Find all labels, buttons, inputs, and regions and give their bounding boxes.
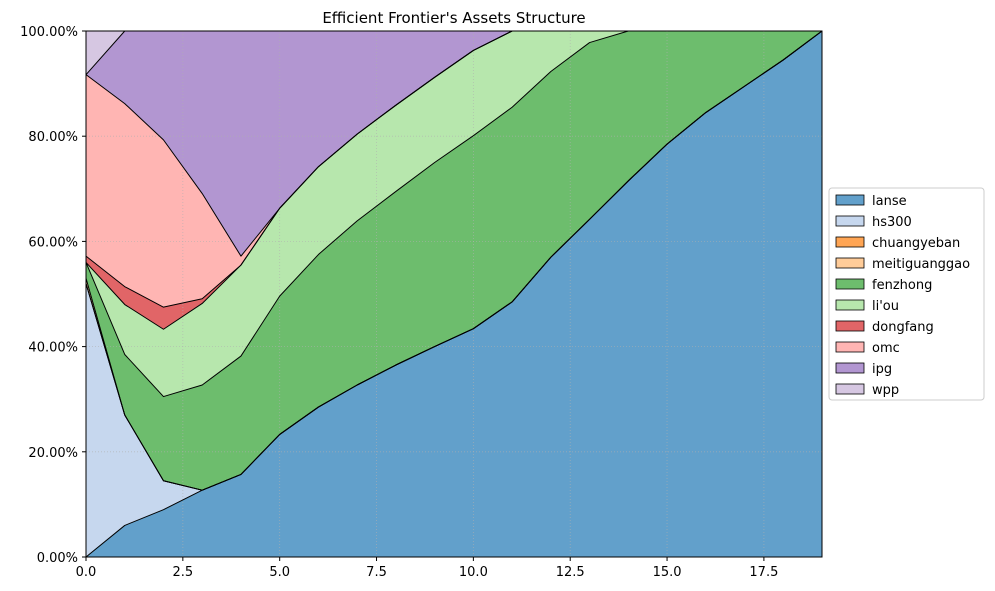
x-tick-label: 0.0 — [76, 565, 97, 580]
legend-label-wpp: wpp — [872, 383, 899, 398]
y-tick-label: 40.00% — [28, 341, 78, 356]
legend-swatch-hs300 — [835, 215, 865, 227]
y-tick-label: 80.00% — [28, 130, 78, 145]
x-tick-label: 10.0 — [459, 565, 488, 580]
x-tick-label: 7.5 — [366, 565, 387, 580]
x-axis-ticks: 0.0 2.5 5.0 7.5 10.0 12.5 15.0 17.5 — [76, 557, 778, 580]
y-tick-label: 0.00% — [37, 551, 78, 566]
area-li-ou — [86, 31, 822, 397]
legend-swatch-meitiguanggao — [835, 257, 865, 269]
y-tick-label: 60.00% — [28, 235, 78, 250]
y-tick-label: 20.00% — [28, 446, 78, 461]
legend-swatch-fenzhong — [835, 278, 865, 290]
legend-swatch-chuangyeban — [835, 236, 865, 248]
area-hs300 — [86, 31, 822, 557]
legend-swatch-ipg — [835, 362, 865, 374]
area-omc — [86, 31, 822, 308]
x-tick-label: 17.5 — [749, 565, 778, 580]
legend-swatch-dongfang — [835, 320, 865, 332]
area-edge-meitiguanggao — [85, 30, 823, 491]
legend-swatch-lanse — [835, 194, 865, 206]
area-ipg — [86, 31, 822, 257]
y-tick-label: 100.00% — [20, 25, 78, 40]
grid-lines — [85, 30, 822, 558]
x-tick-label: 5.0 — [269, 565, 290, 580]
legend-swatch-omc — [835, 341, 865, 353]
area-fenzhong — [86, 31, 822, 491]
stacked-areas — [86, 31, 822, 557]
legend-label-omc: omc — [872, 341, 900, 356]
y-axis-ticks: 0.00% 20.00% 40.00% 60.00% 80.00% 100.00% — [20, 25, 86, 566]
legend-label-fenzhong: fenzhong — [872, 278, 932, 293]
legend: lanse hs300 chuangyeban meitiguanggao fenzho… — [828, 187, 985, 401]
chart-title: Efficient Frontier's Assets Structure — [322, 9, 585, 27]
area-lanse — [86, 31, 822, 557]
x-tick-label: 15.0 — [653, 565, 682, 580]
legend-label-chuangyeban: chuangyeban — [872, 236, 960, 251]
legend-label-li-ou: li'ou — [872, 299, 899, 314]
legend-swatch-li-ou — [835, 299, 865, 311]
legend-label-hs300: hs300 — [872, 215, 912, 230]
legend-label-ipg: ipg — [872, 362, 892, 377]
legend-label-lanse: lanse — [872, 194, 907, 209]
plot-frame — [85, 30, 823, 558]
x-tick-label: 12.5 — [556, 565, 585, 580]
legend-label-meitiguanggao: meitiguanggao — [872, 257, 970, 272]
x-tick-label: 2.5 — [172, 565, 193, 580]
legend-label-dongfang: dongfang — [872, 320, 934, 335]
legend-swatch-wpp — [835, 383, 865, 395]
legend-frame — [828, 187, 985, 401]
